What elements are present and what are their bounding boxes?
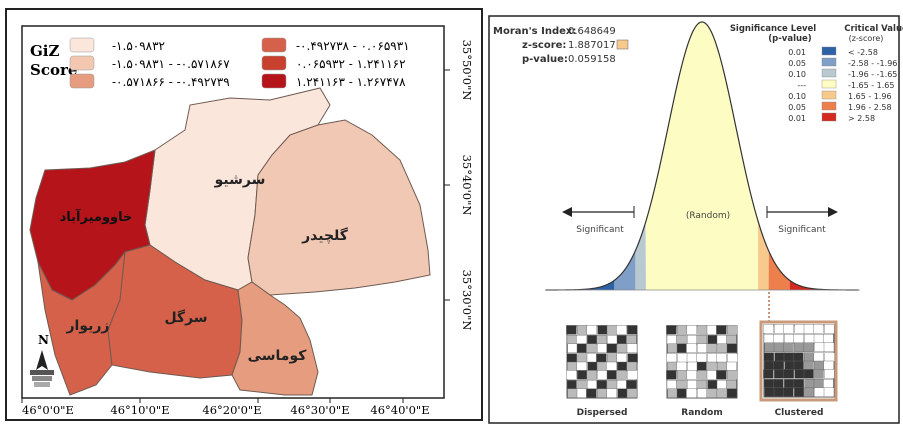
north-arrow-icon: N	[30, 333, 54, 387]
curve-fill-random	[645, 22, 759, 290]
map-legend: GiZ Score -۱.۵۰۹۸۳۲ -۱.۵۰۹۸۳۱ - -۰.۵۷۱۸۶…	[30, 37, 410, 89]
legend-label-4: -۰.۴۹۲۷۳۸ - ۰.۰۶۵۹۳۱	[296, 39, 410, 53]
z-score-value: 1.887017	[568, 40, 616, 51]
legend-swatch-2	[69, 55, 95, 71]
region-label-sarshiv: سرشیو	[214, 172, 266, 188]
moran-panel: Moran's Index: 0.648649 z-score: 1.88701…	[488, 15, 903, 424]
x-tick-1: 46°0'0"E	[22, 403, 74, 417]
curve-fill-left-010	[635, 222, 646, 290]
sig-row-z: 1.96 - 2.58	[848, 103, 892, 112]
p-value-label: p-value:	[522, 54, 568, 65]
region-galchidar[interactable]	[247, 119, 431, 296]
sig-row-p: ---	[797, 81, 806, 90]
curve-fill-left-001	[545, 280, 615, 290]
north-arrow-base-2	[32, 376, 52, 381]
p-value-value: 0.059158	[568, 54, 616, 65]
random-label: (Random)	[686, 211, 730, 221]
sig-header-line1: Significance Level	[730, 24, 816, 34]
sig-row-z: > 2.58	[848, 114, 875, 123]
sig-row-p: 0.10	[788, 92, 806, 101]
thumb-label-dispersed: Dispersed	[577, 408, 628, 418]
sig-row-p: 0.05	[788, 59, 806, 68]
thumbnail-random	[666, 325, 738, 399]
legend-swatch-3	[69, 73, 95, 89]
sig-row-swatch	[821, 68, 837, 78]
north-arrow-base	[30, 370, 54, 375]
sig-row-p: 0.01	[788, 48, 806, 57]
z-score-color-marker	[616, 39, 629, 50]
region-label-sargol: سرگل	[164, 309, 207, 326]
map-ticks	[21, 69, 450, 403]
thumb-label-clustered: Clustered	[775, 408, 824, 418]
x-tick-2: 46°10'0"E	[110, 403, 169, 417]
thumbnail-clustered	[763, 324, 835, 398]
sig-row-swatch	[821, 101, 837, 111]
north-arrow-head-icon	[36, 350, 48, 370]
significant-left-label: Significant	[576, 225, 624, 235]
sig-row-swatch	[821, 57, 837, 67]
legend-label-5: ۰.۰۶۵۹۳۲ - ۱.۲۴۱۱۶۲	[296, 57, 406, 71]
significant-right-arrow-icon	[766, 206, 838, 218]
sig-row-swatch	[821, 90, 837, 100]
sig-row-p: 0.10	[788, 70, 806, 79]
x-tick-3: 46°20'0"E	[202, 403, 261, 417]
curve-fill-right-010	[758, 221, 769, 290]
legend-swatch-1	[69, 37, 95, 53]
y-tick-3: 35°30'0"N	[460, 270, 474, 331]
sig-row-z: 1.65 - 1.96	[848, 92, 892, 101]
region-label-galchidar: گلچیدر	[301, 227, 349, 244]
legend-title-line1: GiZ	[30, 42, 60, 60]
legend-label-6: ۱.۲۴۱۱۶۳ - ۱.۲۶۷۴۷۸	[296, 75, 406, 89]
significant-right-label: Significant	[778, 225, 826, 235]
sig-row-swatch	[821, 79, 837, 89]
legend-swatch-6	[261, 73, 287, 89]
legend-swatch-4	[261, 37, 287, 53]
crit-header-line1: Critical Value	[844, 24, 903, 34]
y-tick-1: 35°50'0"N	[460, 40, 474, 101]
sig-row-p: 0.05	[788, 103, 806, 112]
moran-index-value: 0.648649	[568, 26, 616, 37]
sig-row-z: -2.58 - -1.96	[848, 59, 897, 68]
x-tick-5: 46°40'0"E	[370, 403, 429, 417]
sig-row-swatch	[821, 46, 837, 56]
region-kumasi[interactable]	[231, 281, 319, 396]
legend-label-2: -۱.۵۰۹۸۳۱ - -۰.۵۷۱۸۶۷	[112, 57, 230, 71]
thumbnail-dispersed	[566, 325, 638, 399]
legend-label-3: -۰.۵۷۱۸۶۶ - -۰.۴۹۲۷۳۹	[112, 75, 230, 89]
north-label: N	[38, 333, 49, 347]
legend-label-1: -۱.۵۰۹۸۳۲	[112, 39, 165, 53]
z-score-label: z-score:	[522, 40, 566, 51]
curve-outline	[545, 21, 859, 291]
curve-fill-right-001	[789, 280, 859, 290]
thumb-label-random: Random	[681, 408, 722, 418]
north-arrow-base-3	[34, 382, 50, 387]
sig-header-line2: (p-value)	[768, 34, 812, 44]
region-label-khav: خاوومیرآباد	[60, 208, 133, 225]
sig-row-z: -1.65 - 1.65	[848, 81, 894, 90]
sig-row-p: 0.01	[788, 114, 806, 123]
sig-row-z: < -2.58	[848, 48, 878, 57]
sig-row-swatch	[821, 112, 837, 122]
x-tick-4: 46°30'0"E	[290, 403, 349, 417]
legend-swatch-5	[261, 55, 287, 71]
map-panel: سرشیو گلچیدر خاوومیرآباد زریوار سرگل کوم…	[5, 8, 483, 421]
pattern-thumbnails: Dispersed Random Clustered	[566, 320, 838, 418]
normal-curve	[545, 21, 860, 291]
sig-row-z: -1.96 - -1.65	[848, 70, 897, 79]
significance-table: Significance Level (p-value) Critical Va…	[730, 24, 903, 123]
legend-title-line2: Score	[30, 61, 77, 79]
region-label-zarivar: زریوار	[65, 318, 109, 334]
moran-index-label: Moran's Index:	[493, 26, 576, 37]
significant-left-arrow-icon	[562, 206, 635, 218]
thumbnail-clustered-highlight	[759, 320, 838, 402]
y-tick-2: 35°40'0"N	[460, 155, 474, 216]
region-label-kumasi: کوماسی	[248, 348, 308, 364]
significance-rows: 0.01 < -2.58 0.05 -2.58 - -1.96 0.10 -1.96 - …	[788, 46, 897, 123]
crit-header-line2: (z-score)	[849, 34, 884, 43]
